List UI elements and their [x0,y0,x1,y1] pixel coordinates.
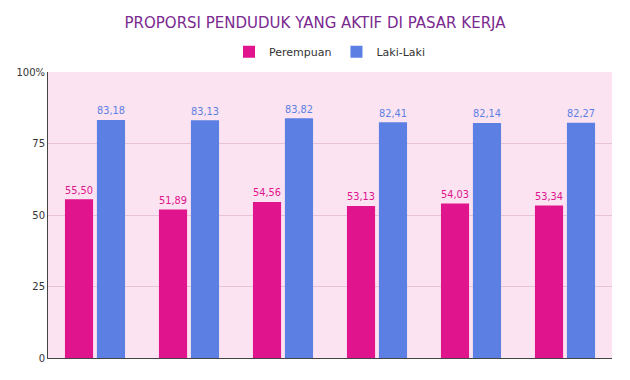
svg-text:51,89: 51,89 [159,195,187,206]
svg-text:54,56: 54,56 [253,187,281,198]
svg-text:PROPORSI PENDUDUK YANG AKTIF D: PROPORSI PENDUDUK YANG AKTIF DI PASAR KE… [125,14,507,32]
svg-text:82,27: 82,27 [567,108,595,119]
svg-text:50: 50 [32,210,45,221]
svg-text:83,18: 83,18 [97,105,125,116]
svg-text:53,34: 53,34 [535,191,563,202]
svg-text:75: 75 [32,138,45,149]
svg-text:82,14: 82,14 [473,108,501,119]
svg-text:54,03: 54,03 [441,189,469,200]
svg-text:55,50: 55,50 [65,185,93,196]
svg-text:25: 25 [32,281,45,292]
svg-text:0: 0 [39,353,45,364]
svg-text:Laki-Laki: Laki-Laki [376,46,425,59]
svg-text:83,13: 83,13 [191,106,219,117]
svg-text:53,13: 53,13 [347,191,375,202]
svg-text:Perempuan: Perempuan [269,46,331,59]
svg-text:83,82: 83,82 [285,104,313,115]
svg-text:100%: 100% [16,67,45,78]
svg-text:82,41: 82,41 [379,108,407,119]
